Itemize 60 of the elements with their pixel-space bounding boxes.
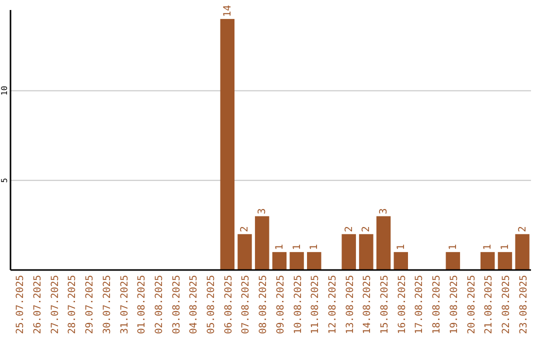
- x-tick-label: 25.07.2025: [15, 274, 26, 334]
- bar: [238, 234, 252, 270]
- bar: [446, 252, 460, 270]
- x-tick-label: 30.07.2025: [102, 274, 113, 334]
- bar: [307, 252, 322, 270]
- x-tick-label: 22.08.2025: [500, 274, 512, 334]
- bar: [342, 234, 356, 270]
- x-tick-label: 04.08.2025: [188, 274, 200, 334]
- bar: [272, 252, 287, 270]
- x-tick-label: 31.07.2025: [119, 274, 130, 334]
- x-tick-label: 20.08.2025: [466, 274, 478, 334]
- x-tick-label: 08.08.2025: [258, 274, 270, 334]
- x-tick-label: 13.08.2025: [344, 274, 356, 334]
- bar: [359, 234, 374, 270]
- data-label: 1: [274, 244, 286, 250]
- data-label: 1: [292, 244, 303, 250]
- x-tick-label: 27.07.2025: [50, 274, 61, 334]
- x-tick-label: 01.08.2025: [136, 274, 148, 334]
- x-tick-label: 12.08.2025: [327, 274, 338, 334]
- bar: [290, 252, 304, 270]
- x-tick-label: 10.08.2025: [292, 274, 304, 334]
- bar: [515, 234, 530, 270]
- x-tick-label: 02.08.2025: [154, 274, 165, 334]
- data-label: 3: [257, 208, 268, 214]
- data-label: 2: [240, 226, 251, 232]
- x-tick-label: 17.08.2025: [414, 274, 426, 334]
- y-tick-label: 5: [0, 178, 9, 183]
- data-label: 2: [344, 226, 355, 232]
- x-tick-label: 05.08.2025: [206, 274, 218, 334]
- bar: [254, 216, 270, 270]
- data-label: 1: [500, 244, 511, 250]
- x-tick-label: 07.08.2025: [240, 274, 252, 334]
- data-label: 2: [517, 226, 528, 232]
- data-label: 14: [222, 4, 234, 17]
- bar: [394, 252, 408, 270]
- x-tick-label: 09.08.2025: [275, 274, 286, 334]
- data-label: 1: [482, 244, 494, 250]
- bar: [220, 18, 234, 270]
- data-label: 2: [361, 226, 372, 232]
- data-label: 3: [378, 208, 390, 214]
- x-tick-label: 18.08.2025: [432, 274, 443, 334]
- x-tick-label: 06.08.2025: [223, 274, 234, 334]
- x-tick-label: 29.07.2025: [84, 274, 96, 334]
- bar: [498, 252, 512, 270]
- x-tick-label: 03.08.2025: [171, 274, 182, 334]
- data-label: 1: [396, 244, 407, 250]
- data-label: 1: [309, 244, 320, 250]
- y-tick-label: 10: [0, 86, 9, 96]
- x-tick-label: 15.08.2025: [380, 274, 391, 334]
- x-tick-label: 26.07.2025: [32, 274, 44, 334]
- x-tick-label: 28.07.2025: [67, 274, 78, 334]
- x-tick-label: 23.08.2025: [518, 274, 530, 334]
- data-label: 1: [448, 244, 459, 250]
- x-tick-label: 11.08.2025: [310, 274, 322, 334]
- x-tick-label: 14.08.2025: [362, 274, 374, 334]
- x-tick-label: 21.08.2025: [484, 274, 495, 334]
- x-tick-label: 16.08.2025: [396, 274, 408, 334]
- bar: [480, 252, 495, 270]
- x-tick-label: 19.08.2025: [448, 274, 460, 334]
- bar: [376, 216, 391, 270]
